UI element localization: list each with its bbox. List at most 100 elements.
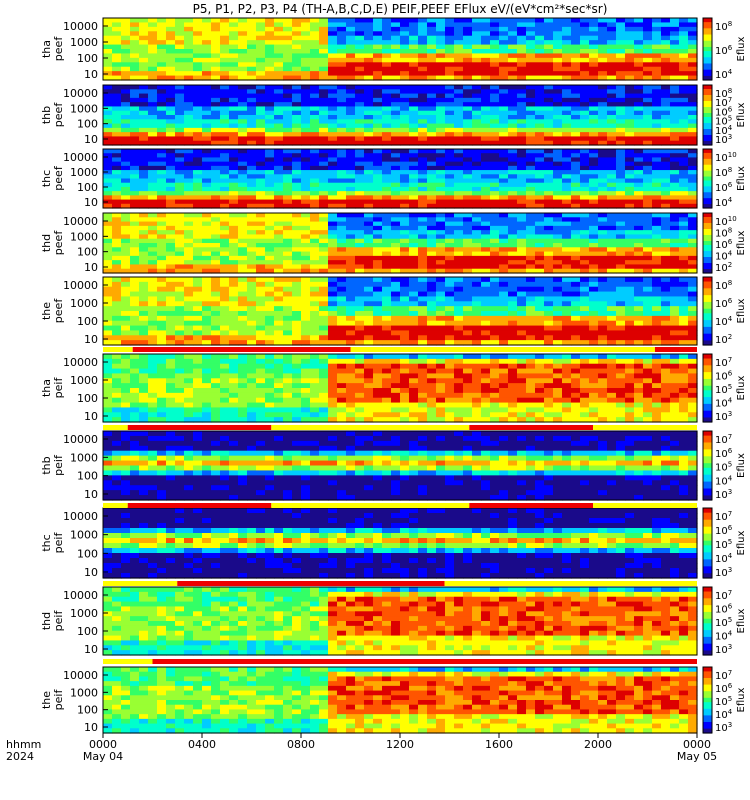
spectrogram-cell (256, 140, 266, 146)
spectrogram-cell (274, 221, 284, 227)
spectrogram-cell (391, 75, 401, 81)
spectrogram-cell (112, 251, 122, 257)
spectrogram-cell (463, 286, 473, 293)
spectrogram-cell (112, 217, 122, 223)
spectrogram-cell (148, 26, 158, 32)
spectrogram-cell (589, 238, 599, 244)
spectrogram-cell (517, 286, 527, 293)
spectrogram-cell (265, 325, 275, 332)
spectrogram-cell (274, 102, 284, 108)
spectrogram-cell (148, 18, 158, 24)
spectrogram-cell (202, 102, 212, 108)
spectrogram-cell (148, 397, 158, 404)
spectrogram-cell (589, 340, 599, 346)
spectrogram-cell (454, 238, 464, 244)
spectrogram-cell (139, 234, 149, 240)
spectrogram-cell (481, 157, 491, 163)
spectrogram-cell (193, 203, 203, 209)
spectrogram-cell (436, 199, 446, 205)
spectrogram-cell (319, 213, 329, 218)
spectrogram-cell (508, 340, 518, 346)
spectrogram-cell (679, 85, 689, 90)
spectrogram-cell (517, 93, 527, 99)
spectrogram-cell (544, 251, 554, 257)
spectrogram-cell (634, 132, 644, 138)
spectrogram-cell (175, 325, 185, 332)
spectrogram-cell (553, 203, 563, 209)
spectrogram-cell (355, 22, 365, 28)
spectrogram-cell (301, 260, 311, 266)
spectrogram-cell (202, 136, 212, 142)
spectrogram-cell (391, 106, 401, 112)
spectrogram-cell (355, 301, 365, 307)
spectrogram-cell (481, 203, 491, 209)
spectrogram-cell (175, 281, 185, 288)
spectrogram-cell (112, 66, 122, 72)
spectrogram-cell (427, 230, 437, 236)
spectrogram-cell (175, 264, 185, 270)
spectrogram-cell (589, 119, 599, 125)
spectrogram-cell (688, 115, 698, 120)
spectrogram-cell (265, 62, 275, 68)
spectrogram-cell (346, 330, 356, 336)
spectrogram-cell (625, 268, 635, 274)
spectrogram-cell (418, 115, 428, 120)
spectrogram-cell (229, 75, 239, 81)
spectrogram-cell (580, 251, 590, 257)
spectrogram-cell (103, 115, 113, 120)
spectrogram-cell (499, 31, 509, 37)
spectrogram-cell (418, 264, 428, 270)
spectrogram-cell (481, 277, 491, 283)
spectrogram-cell (166, 238, 176, 244)
spectrogram-cell (544, 66, 554, 72)
spectrogram-cell (427, 199, 437, 205)
spectrogram-cell (220, 178, 230, 184)
spectrogram-cell (625, 281, 635, 288)
spectrogram-cell (427, 157, 437, 163)
spectrogram-cell (544, 149, 554, 154)
spectrogram-cell (589, 102, 599, 108)
spectrogram-cell (193, 85, 203, 90)
spectrogram-cell (121, 115, 131, 120)
spectrogram-cell (634, 213, 644, 218)
spectrogram-cell (472, 66, 482, 72)
spectrogram-cell (616, 264, 626, 270)
spectrogram-cell (130, 255, 140, 261)
spectrogram-cell (661, 22, 671, 28)
spectrogram-cell (274, 238, 284, 244)
spectrogram-cell (256, 340, 266, 346)
spectrogram-cell (508, 174, 518, 180)
spectrogram-cell (616, 221, 626, 227)
spectrogram-cell (526, 123, 536, 129)
spectrogram-cell (670, 26, 680, 32)
spectrogram-cell (526, 247, 536, 253)
spectrogram-cell (391, 247, 401, 253)
spectrogram-cell (634, 195, 644, 201)
spectrogram-cell (409, 53, 419, 59)
spectrogram-cell (346, 199, 356, 205)
spectrogram-cell (643, 301, 653, 307)
spectrogram-cell (571, 182, 581, 188)
spectrogram-cell (310, 97, 320, 103)
spectrogram-cell (544, 286, 554, 293)
spectrogram-cell (292, 230, 302, 236)
spectrogram-cell (166, 392, 176, 399)
ytick-label: 100 (77, 181, 98, 194)
colorbar-swatch (703, 149, 712, 152)
spectrogram-cell (121, 234, 131, 240)
spectrogram-cell (364, 102, 374, 108)
spectrogram-cell (373, 66, 383, 72)
spectrogram-cell (490, 203, 500, 209)
spectrogram-cell (238, 311, 248, 317)
spectrogram-cell (166, 325, 176, 332)
spectrogram-cell (553, 40, 563, 46)
spectrogram-cell (535, 251, 545, 257)
spectrogram-cell (238, 182, 248, 188)
spectrogram-cell (616, 62, 626, 68)
spectrogram-cell (571, 136, 581, 142)
colorbar-swatch (703, 215, 712, 218)
colorbar-swatch (703, 204, 712, 207)
spectrogram-cell (607, 106, 617, 112)
spectrogram-cell (661, 49, 671, 55)
spectrogram-cell (679, 286, 689, 293)
